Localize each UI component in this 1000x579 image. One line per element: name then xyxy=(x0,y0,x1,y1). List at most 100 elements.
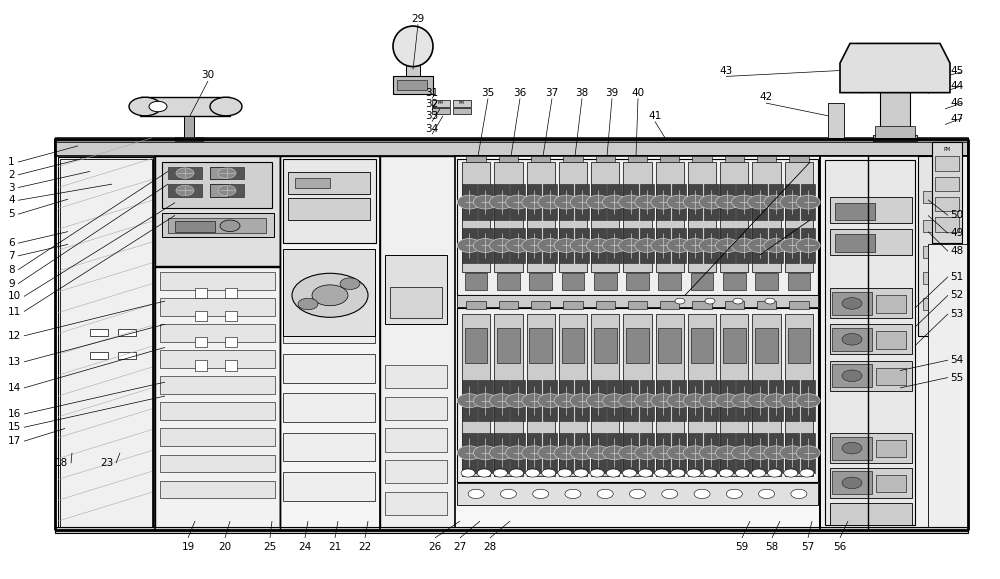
Circle shape xyxy=(522,394,546,408)
Text: 57: 57 xyxy=(801,542,815,552)
Circle shape xyxy=(699,394,723,408)
Bar xyxy=(830,503,912,525)
Bar xyxy=(876,331,906,349)
Circle shape xyxy=(842,334,862,345)
Bar xyxy=(462,184,477,220)
Circle shape xyxy=(574,469,588,477)
Circle shape xyxy=(129,97,161,116)
Bar xyxy=(55,527,968,533)
Bar xyxy=(168,167,202,179)
Bar xyxy=(162,213,274,237)
Text: 47: 47 xyxy=(950,113,963,124)
Bar xyxy=(935,197,959,211)
Circle shape xyxy=(780,394,804,408)
Circle shape xyxy=(791,489,807,499)
Bar xyxy=(623,228,638,263)
Bar xyxy=(397,80,427,90)
Bar xyxy=(656,228,670,263)
Circle shape xyxy=(780,239,804,252)
Circle shape xyxy=(635,239,659,252)
Bar xyxy=(830,197,912,223)
Text: 7: 7 xyxy=(8,251,15,261)
Bar xyxy=(575,228,589,263)
Bar xyxy=(769,228,783,263)
Bar xyxy=(529,328,552,363)
Circle shape xyxy=(780,195,804,209)
Bar xyxy=(830,229,912,255)
Bar xyxy=(752,433,767,473)
Circle shape xyxy=(473,446,497,460)
Bar xyxy=(607,184,622,220)
Bar xyxy=(720,184,735,220)
Bar xyxy=(594,328,617,363)
Bar xyxy=(195,311,207,321)
Text: 44: 44 xyxy=(950,80,963,91)
Text: 49: 49 xyxy=(950,228,963,239)
Text: 40: 40 xyxy=(631,87,645,98)
Circle shape xyxy=(662,489,678,499)
Circle shape xyxy=(554,394,578,408)
Text: 5: 5 xyxy=(8,209,15,219)
Bar xyxy=(757,156,776,163)
Bar xyxy=(527,433,541,473)
Bar xyxy=(385,460,447,483)
Circle shape xyxy=(752,469,766,477)
Bar xyxy=(835,203,875,220)
Bar xyxy=(688,162,716,272)
Text: 34: 34 xyxy=(425,123,439,134)
Text: 8: 8 xyxy=(8,265,15,275)
Bar xyxy=(720,380,735,421)
Circle shape xyxy=(490,394,514,408)
Circle shape xyxy=(554,239,578,252)
Bar xyxy=(162,162,272,208)
Bar xyxy=(789,156,809,163)
Bar xyxy=(658,328,681,363)
Bar xyxy=(478,433,493,473)
Bar xyxy=(457,159,818,295)
Bar xyxy=(769,184,783,220)
Bar xyxy=(785,433,799,473)
Bar xyxy=(280,156,380,528)
Bar xyxy=(672,184,686,220)
Circle shape xyxy=(780,446,804,460)
Circle shape xyxy=(796,195,820,209)
Bar xyxy=(527,162,555,272)
Text: 17: 17 xyxy=(8,436,21,446)
Circle shape xyxy=(651,239,675,252)
Bar xyxy=(168,218,266,233)
Bar xyxy=(385,365,447,388)
Bar xyxy=(801,380,815,421)
Circle shape xyxy=(687,469,701,477)
Bar xyxy=(596,301,615,309)
Bar xyxy=(478,380,493,421)
Bar xyxy=(140,97,230,116)
Bar xyxy=(656,314,684,476)
Circle shape xyxy=(522,195,546,209)
Circle shape xyxy=(764,195,788,209)
Bar xyxy=(283,354,375,383)
Ellipse shape xyxy=(393,26,433,67)
Text: 36: 36 xyxy=(513,87,527,98)
Bar xyxy=(160,272,275,290)
Bar xyxy=(497,273,520,290)
Text: 58: 58 xyxy=(765,542,779,552)
Text: PM: PM xyxy=(459,101,465,105)
Circle shape xyxy=(473,239,497,252)
Bar xyxy=(60,159,152,527)
Circle shape xyxy=(602,446,626,460)
Bar xyxy=(785,162,813,272)
Text: 32: 32 xyxy=(425,99,439,109)
Bar xyxy=(175,221,215,232)
Circle shape xyxy=(655,469,669,477)
Bar xyxy=(755,273,778,290)
Bar xyxy=(626,328,649,363)
Circle shape xyxy=(715,239,739,252)
Circle shape xyxy=(533,489,549,499)
Text: 31: 31 xyxy=(425,87,439,98)
Bar xyxy=(510,433,525,473)
Circle shape xyxy=(526,469,540,477)
Circle shape xyxy=(735,469,749,477)
Bar xyxy=(832,471,872,494)
Bar xyxy=(295,178,330,188)
Bar xyxy=(160,376,275,394)
